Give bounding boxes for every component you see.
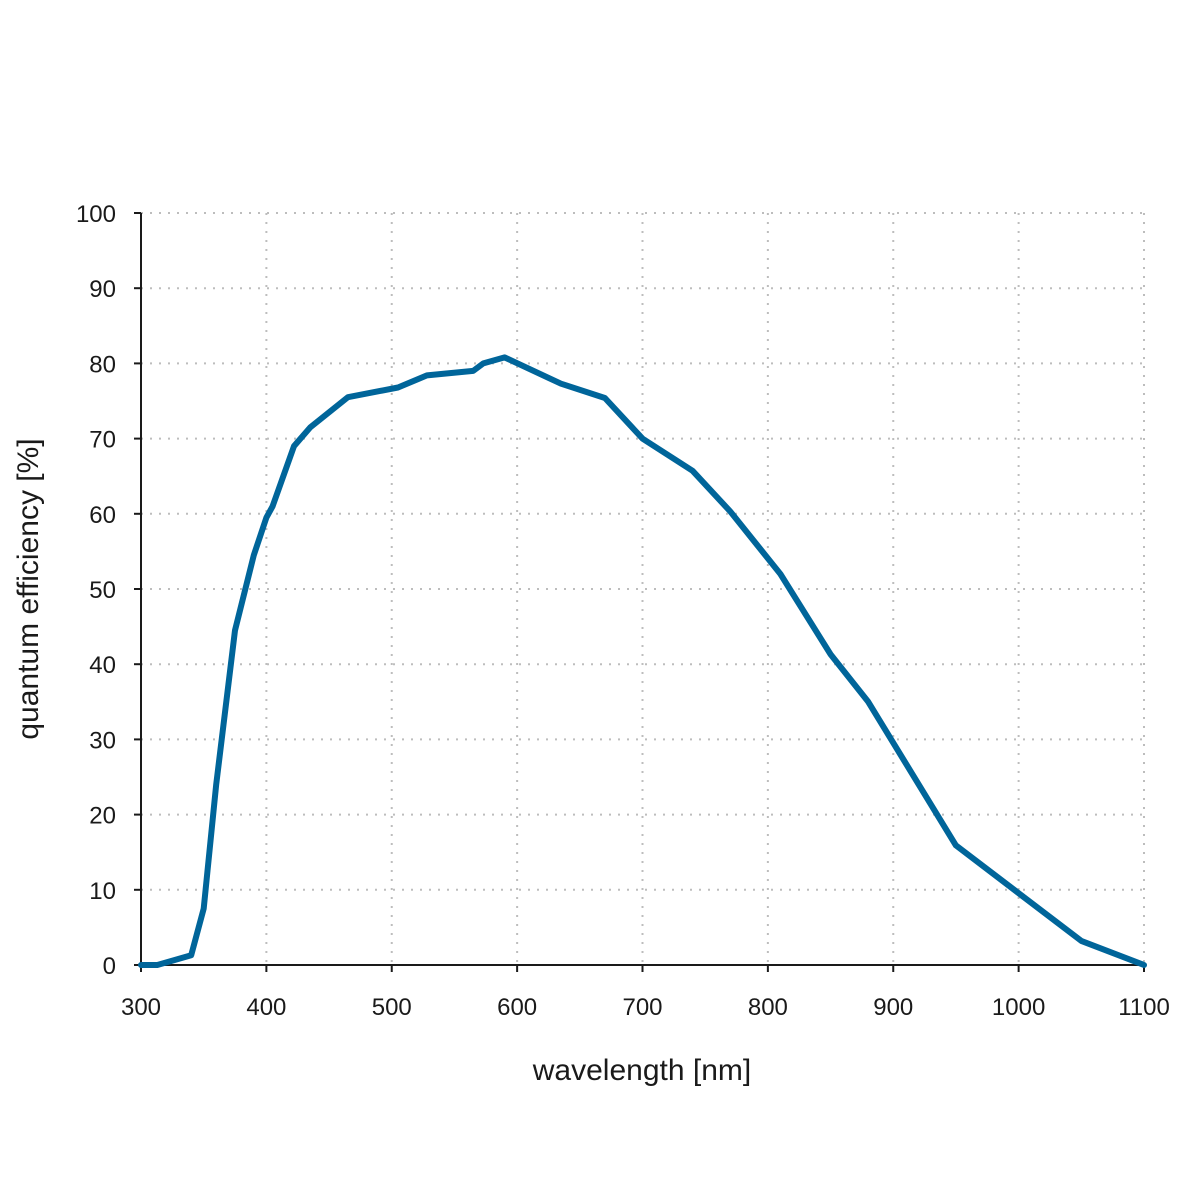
x-tick-label: 400 xyxy=(246,994,286,1021)
ticks: 0 10 20 30 40 50 60 70 80 90 100 300 400 500 600 700 800… xyxy=(76,201,1170,1021)
y-tick-label: 100 xyxy=(76,201,116,228)
x-tick-label: 700 xyxy=(622,994,662,1021)
x-tick-label: 1100 xyxy=(1118,994,1170,1021)
x-tick-label: 800 xyxy=(748,994,788,1021)
y-tick-label: 90 xyxy=(89,276,116,303)
y-tick-label: 20 xyxy=(89,803,116,830)
y-tick-label: 80 xyxy=(89,351,116,378)
x-axis-title: wavelength [nm] xyxy=(532,1054,751,1087)
grid xyxy=(141,212,1145,965)
y-tick-label: 40 xyxy=(89,652,116,679)
series-line-quantum-efficiency xyxy=(138,354,1147,968)
x-tick-label: 500 xyxy=(372,994,412,1021)
y-axis-title: quantum efficiency [%] xyxy=(12,438,45,739)
y-tick-label: 70 xyxy=(89,427,116,454)
y-tick-label: 10 xyxy=(89,878,116,905)
x-tick-label: 900 xyxy=(873,994,913,1021)
series xyxy=(138,354,1147,968)
y-tick-label: 50 xyxy=(89,577,116,604)
y-tick-label: 30 xyxy=(89,727,116,754)
y-tick-label: 60 xyxy=(89,502,116,529)
x-tick-label: 1000 xyxy=(992,994,1045,1021)
x-tick-label: 300 xyxy=(121,994,161,1021)
x-tick-label: 600 xyxy=(497,994,537,1021)
y-tick-label: 0 xyxy=(103,953,116,980)
